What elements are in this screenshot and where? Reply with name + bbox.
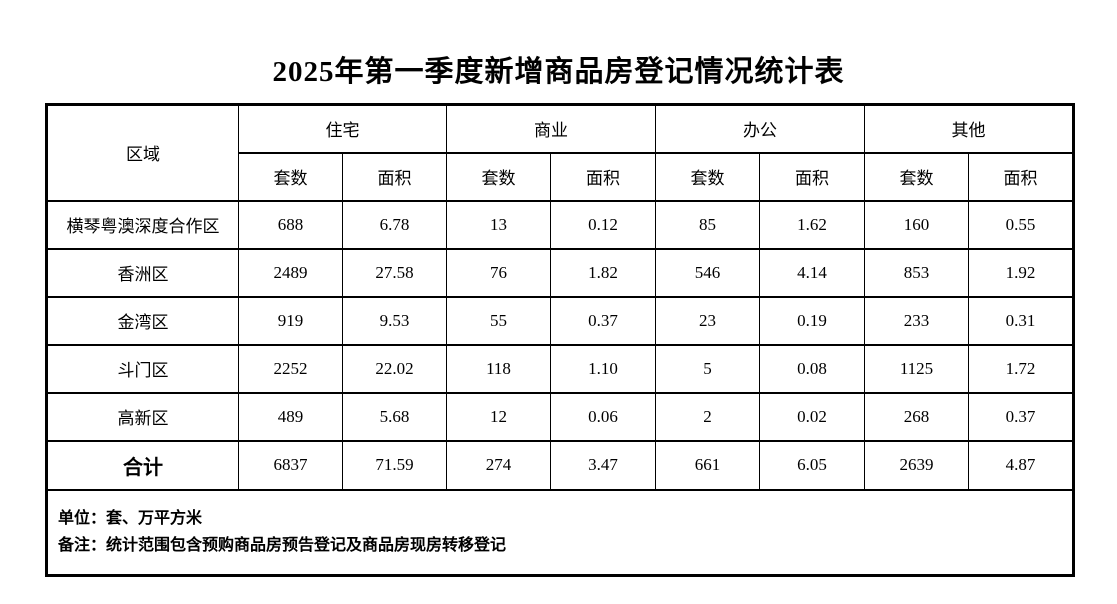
data-cell: 6.78: [342, 199, 447, 250]
data-cell: 1.62: [759, 199, 865, 250]
total-cell: 6837: [238, 439, 343, 491]
header-group-other: 其他: [864, 103, 1074, 154]
page-title: 2025年第一季度新增商品房登记情况统计表: [272, 56, 845, 88]
subheader-units: 套数: [238, 151, 343, 202]
data-cell: 118: [446, 343, 551, 394]
region-name: 香洲区: [46, 247, 239, 298]
data-cell: 0.19: [759, 295, 865, 346]
subheader-units: 套数: [864, 151, 969, 202]
data-cell: 1.72: [968, 343, 1074, 394]
total-cell: 6.05: [759, 439, 865, 491]
region-name: 横琴粤澳深度合作区: [46, 199, 239, 250]
data-cell: 2: [655, 391, 760, 442]
table-row: 高新区 489 5.68 12 0.06 2 0.02 268 0.37: [46, 391, 1074, 442]
data-cell: 1.92: [968, 247, 1074, 298]
data-cell: 688: [238, 199, 343, 250]
header-group-residential: 住宅: [238, 103, 447, 154]
data-cell: 489: [238, 391, 343, 442]
data-cell: 0.08: [759, 343, 865, 394]
footer-row: 单位：套、万平方米 备注：统计范围包含预购商品房预告登记及商品房现房转移登记: [46, 488, 1074, 577]
data-cell: 27.58: [342, 247, 447, 298]
statistics-table: 区域 住宅 商业 办公 其他 套数 面积 套数 面积 套数 面积 套数 面积 横…: [45, 103, 1075, 577]
data-cell: 853: [864, 247, 969, 298]
data-cell: 1.82: [550, 247, 656, 298]
total-label: 合计: [46, 439, 239, 491]
data-cell: 4.14: [759, 247, 865, 298]
table-row: 斗门区 2252 22.02 118 1.10 5 0.08 1125 1.72: [46, 343, 1074, 394]
data-cell: 55: [446, 295, 551, 346]
subheader-units: 套数: [446, 151, 551, 202]
data-cell: 0.55: [968, 199, 1074, 250]
header-row-subheaders: 套数 面积 套数 面积 套数 面积 套数 面积: [47, 151, 1074, 202]
header-region: 区域: [46, 103, 239, 202]
data-cell: 2252: [238, 343, 343, 394]
region-name: 斗门区: [46, 343, 239, 394]
footer-notes: 单位：套、万平方米 备注：统计范围包含预购商品房预告登记及商品房现房转移登记: [46, 488, 1074, 577]
subheader-area: 面积: [342, 151, 447, 202]
total-cell: 2639: [864, 439, 969, 491]
data-cell: 2489: [238, 247, 343, 298]
table-row: 金湾区 919 9.53 55 0.37 23 0.19 233 0.31: [46, 295, 1074, 346]
data-cell: 0.06: [550, 391, 656, 442]
unit-note: 单位：套、万平方米: [58, 510, 203, 528]
data-cell: 233: [864, 295, 969, 346]
remark-note: 备注：统计范围包含预购商品房预告登记及商品房现房转移登记: [58, 537, 507, 555]
data-cell: 0.12: [550, 199, 656, 250]
data-cell: 12: [446, 391, 551, 442]
data-cell: 22.02: [342, 343, 447, 394]
total-cell: 274: [446, 439, 551, 491]
table-row: 香洲区 2489 27.58 76 1.82 546 4.14 853 1.92: [46, 247, 1074, 298]
data-cell: 1.10: [550, 343, 656, 394]
data-cell: 268: [864, 391, 969, 442]
table-row: 横琴粤澳深度合作区 688 6.78 13 0.12 85 1.62 160 0…: [46, 199, 1074, 250]
data-cell: 5: [655, 343, 760, 394]
data-cell: 1125: [864, 343, 969, 394]
total-cell: 4.87: [968, 439, 1074, 491]
data-cell: 546: [655, 247, 760, 298]
total-cell: 71.59: [342, 439, 447, 491]
total-cell: 661: [655, 439, 760, 491]
data-cell: 919: [238, 295, 343, 346]
region-name: 高新区: [46, 391, 239, 442]
subheader-area: 面积: [968, 151, 1074, 202]
region-name: 金湾区: [46, 295, 239, 346]
data-cell: 0.37: [968, 391, 1074, 442]
total-row: 合计 6837 71.59 274 3.47 661 6.05 2639 4.8…: [46, 439, 1074, 491]
data-cell: 0.37: [550, 295, 656, 346]
data-cell: 0.02: [759, 391, 865, 442]
data-cell: 9.53: [342, 295, 447, 346]
data-cell: 5.68: [342, 391, 447, 442]
subheader-area: 面积: [759, 151, 865, 202]
header-group-commercial: 商业: [446, 103, 656, 154]
subheader-area: 面积: [550, 151, 656, 202]
data-cell: 85: [655, 199, 760, 250]
data-cell: 160: [864, 199, 969, 250]
data-cell: 23: [655, 295, 760, 346]
data-cell: 0.31: [968, 295, 1074, 346]
header-row-groups: 区域 住宅 商业 办公 其他: [46, 103, 1074, 202]
data-cell: 76: [446, 247, 551, 298]
subheader-units: 套数: [655, 151, 760, 202]
total-cell: 3.47: [550, 439, 656, 491]
header-group-office: 办公: [655, 103, 865, 154]
data-cell: 13: [446, 199, 551, 250]
